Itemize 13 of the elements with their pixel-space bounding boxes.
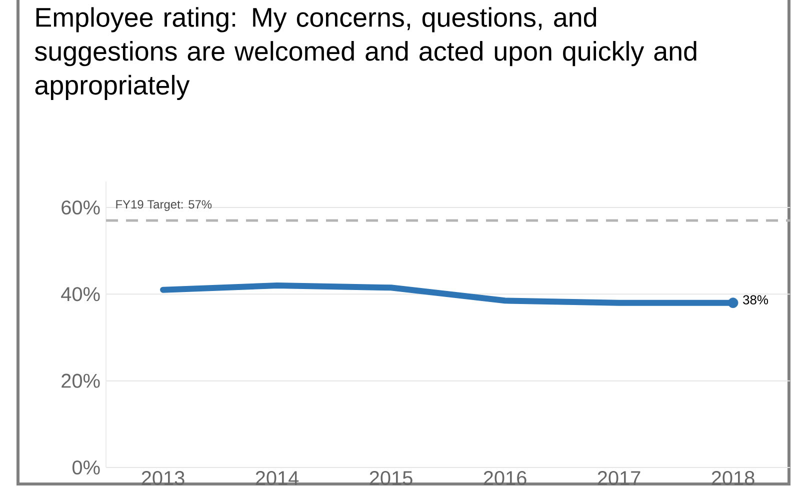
y-tick-label: 20% bbox=[62, 374, 100, 388]
y-tick-label: 0% bbox=[72, 460, 100, 475]
y-tick-label: 60% bbox=[62, 200, 100, 215]
x-tick-label: 2018 bbox=[712, 471, 754, 486]
ref-line-label: FY19 Target: 57% bbox=[116, 200, 212, 211]
x-tick-label: 2017 bbox=[598, 471, 640, 486]
x-tick-label: 2015 bbox=[370, 471, 412, 486]
x-tick-label: 2013 bbox=[142, 471, 184, 486]
x-tick-label: 2016 bbox=[484, 471, 526, 486]
chart-title: Employee rating: My concerns, questions, and suggestions are welcomed and acted upon quickly and appropriately bbox=[34, 7, 696, 100]
x-tick-label: 2014 bbox=[256, 471, 299, 486]
y-tick-label: 40% bbox=[61, 287, 100, 302]
data-label: 38% bbox=[743, 295, 768, 304]
